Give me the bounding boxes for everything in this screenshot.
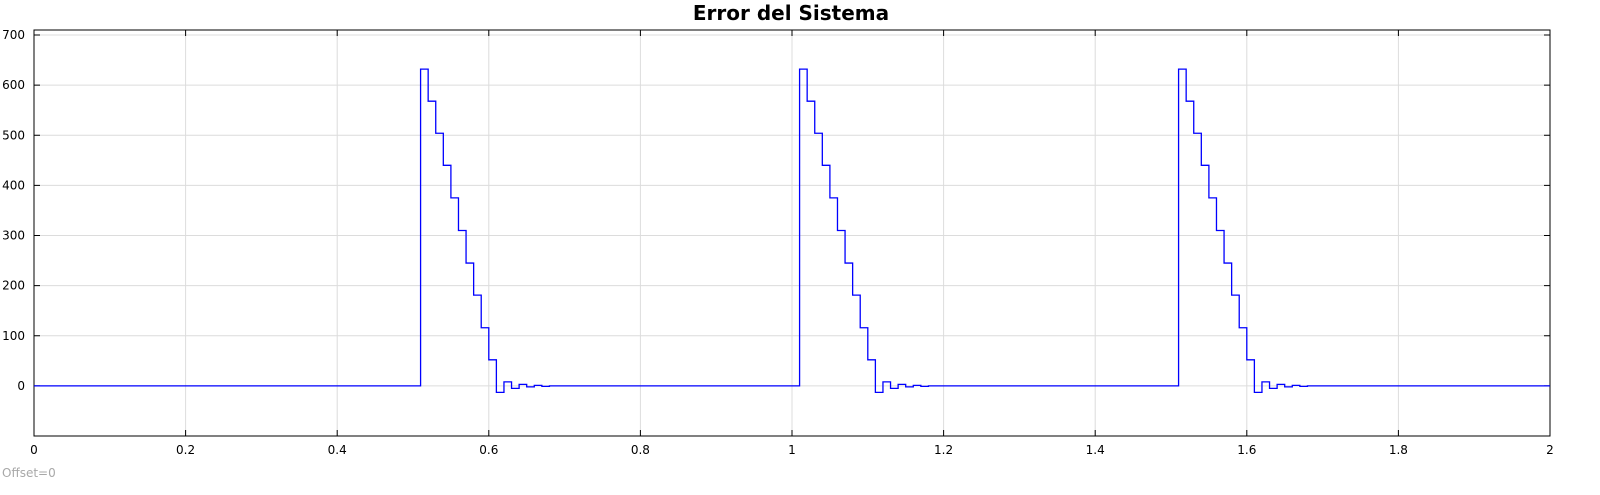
x-tick-label: 1.8 <box>1389 443 1408 457</box>
x-tick-label: 0.6 <box>479 443 498 457</box>
x-tick-label: 0.8 <box>631 443 650 457</box>
x-tick-label: 1.4 <box>1086 443 1105 457</box>
y-tick-label: 400 <box>2 178 25 192</box>
y-tick-label: 300 <box>2 229 25 243</box>
chart-title: Error del Sistema <box>693 1 889 25</box>
series-layer <box>34 68 1550 394</box>
y-tick-label: 100 <box>2 329 25 343</box>
offset-note: Offset=0 <box>2 466 56 480</box>
x-tick-label: 1.6 <box>1237 443 1256 457</box>
x-tick-label: 1.2 <box>934 443 953 457</box>
x-tick-label: 0 <box>30 443 38 457</box>
y-tick-label: 0 <box>17 379 25 393</box>
y-tick-label: 200 <box>2 279 25 293</box>
x-tick-label: 2 <box>1546 443 1554 457</box>
y-tick-label: 600 <box>2 78 25 92</box>
x-tick-label: 0.2 <box>176 443 195 457</box>
x-tick-label: 0.4 <box>328 443 347 457</box>
y-tick-label: 700 <box>2 28 25 42</box>
x-tick-label: 1 <box>788 443 796 457</box>
y-tick-label: 500 <box>2 128 25 142</box>
grid <box>33 30 1551 436</box>
axis-ticks: 0 0.2 0.4 0.6 0.8 1 1.2 1.4 1.6 1.8 2 0 100 200 300 400… <box>2 28 1554 457</box>
series-line <box>34 68 1550 394</box>
